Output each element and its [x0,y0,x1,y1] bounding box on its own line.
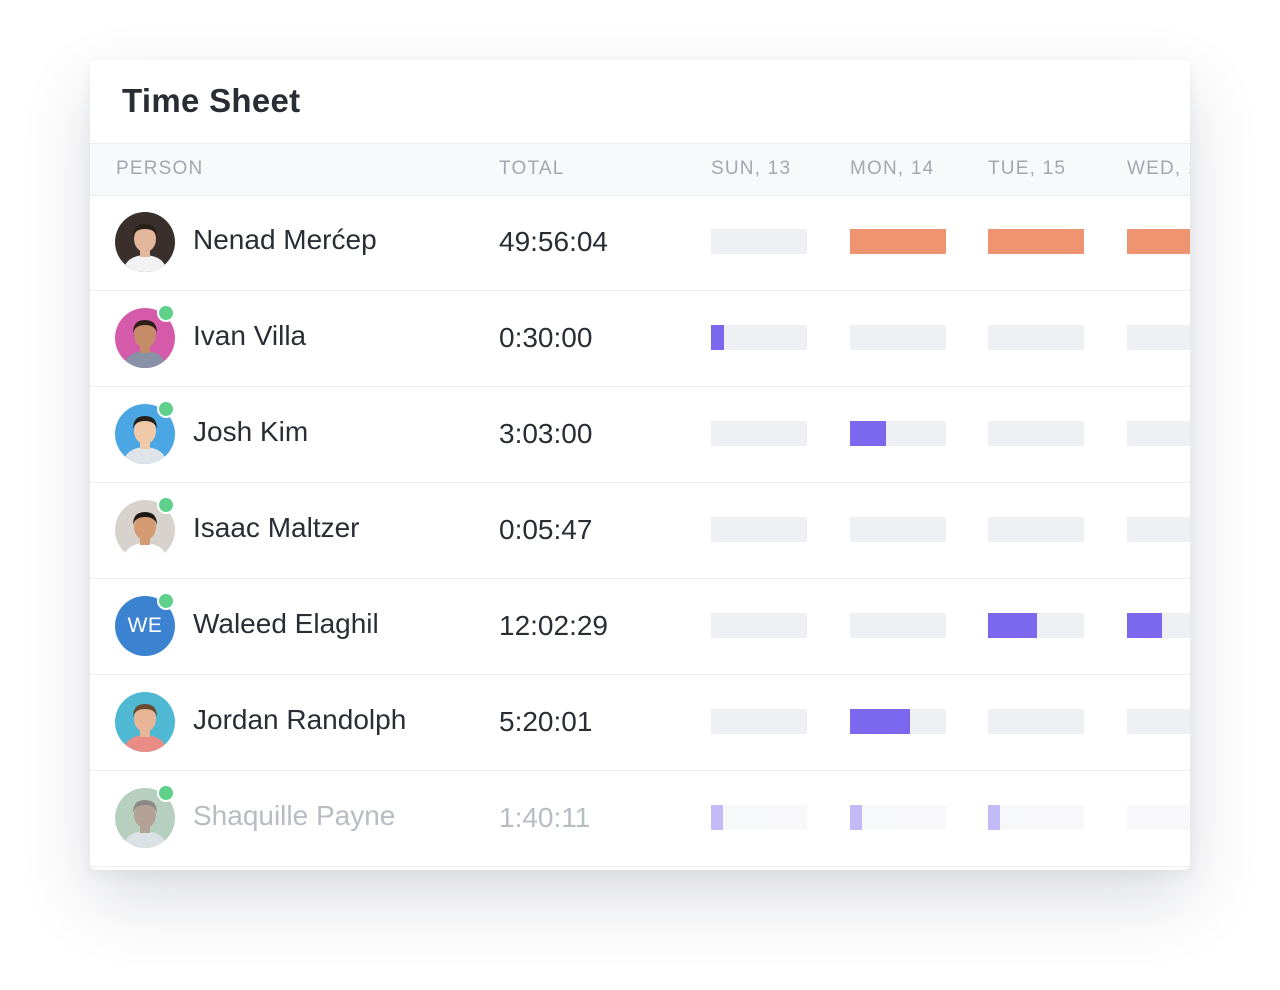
day-time-bar[interactable] [1127,709,1190,734]
day-time-bar[interactable] [850,709,946,734]
day-time-bar-fill [988,805,1001,830]
day-time-bar[interactable] [988,805,1084,830]
column-header-day[interactable]: MON, 14 [850,158,935,179]
table-row[interactable]: Shaquille Payne 1:40:11 [90,770,1190,867]
day-time-bar-fill [850,229,946,254]
day-time-bar[interactable] [988,325,1084,350]
day-time-bar-fill [1127,613,1162,638]
online-status-dot [157,496,175,514]
day-time-bar[interactable] [988,421,1084,446]
day-time-bar[interactable] [711,709,807,734]
day-time-bar[interactable] [711,613,807,638]
online-status-dot [157,304,175,322]
column-header-total[interactable]: TOTAL [499,158,565,179]
day-time-bar-fill [850,421,887,446]
person-name[interactable]: Waleed Elaghil [193,608,379,639]
table-row[interactable]: Isaac Maltzer 0:05:47 [90,482,1190,579]
person-name[interactable]: Ivan Villa [193,320,307,351]
day-time-bar[interactable] [850,613,946,638]
day-time-bar-fill [850,709,910,734]
day-time-bar[interactable] [988,613,1084,638]
total-time: 0:30:00 [499,322,593,353]
day-time-bar[interactable] [850,421,946,446]
online-status-dot [157,400,175,418]
day-time-bar[interactable] [1127,517,1190,542]
table-row[interactable]: WE Waleed Elaghil 12:02:29 [90,578,1190,675]
day-time-bar[interactable] [850,805,946,830]
day-time-bar-fill [711,325,725,350]
online-status-dot [157,784,175,802]
column-header-day[interactable]: SUN, 13 [711,158,792,179]
day-time-bar[interactable] [1127,421,1190,446]
day-time-bar[interactable] [711,805,807,830]
avatar[interactable] [115,212,175,272]
person-name[interactable]: Nenad Merćep [193,224,377,255]
time-sheet-card: Time Sheet PERSON TOTAL SUN, 13 MON, 14 … [90,60,1190,870]
day-time-bar[interactable] [988,517,1084,542]
column-header-person[interactable]: PERSON [116,158,204,179]
day-time-bar[interactable] [850,325,946,350]
avatar-initials: WE [127,614,163,637]
day-time-bar[interactable] [850,517,946,542]
day-time-bar-fill [850,805,863,830]
day-time-bar-fill [711,805,724,830]
total-time: 3:03:00 [499,418,593,449]
avatar[interactable] [115,692,175,752]
total-time: 1:40:11 [499,802,591,833]
person-name[interactable]: Shaquille Payne [193,800,396,831]
day-time-bar[interactable] [711,229,807,254]
page-title: Time Sheet [122,82,301,119]
person-name[interactable]: Isaac Maltzer [193,512,360,543]
day-time-bar[interactable] [988,229,1084,254]
day-time-bar[interactable] [711,325,807,350]
table-row[interactable]: Ivan Villa 0:30:00 [90,290,1190,387]
day-time-bar-fill [1127,229,1190,254]
day-time-bar[interactable] [988,709,1084,734]
online-status-dot [157,592,175,610]
avatar[interactable]: WE [115,596,175,656]
table-row[interactable]: Josh Kim 3:03:00 [90,386,1190,483]
day-time-bar-fill [988,613,1037,638]
total-time: 0:05:47 [499,514,593,545]
day-time-bar[interactable] [850,229,946,254]
person-name[interactable]: Josh Kim [193,416,309,447]
column-header-day[interactable]: WED, 16 [1127,158,1190,179]
day-time-bar[interactable] [1127,805,1190,830]
day-time-bar[interactable] [711,517,807,542]
day-time-bar-fill [988,229,1084,254]
day-time-bar[interactable] [1127,229,1190,254]
day-time-bar[interactable] [1127,325,1190,350]
person-name[interactable]: Jordan Randolph [193,704,407,735]
table-header: PERSON TOTAL SUN, 13 MON, 14 TUE, 15 WED… [90,143,1190,196]
total-time: 12:02:29 [499,610,608,641]
table-row[interactable]: Nenad Merćep 49:56:04 [90,194,1190,291]
avatar[interactable] [115,404,175,464]
day-time-bar[interactable] [711,421,807,446]
day-time-bar[interactable] [1127,613,1190,638]
total-time: 49:56:04 [499,226,608,257]
column-header-day[interactable]: TUE, 15 [988,158,1067,179]
table-row[interactable]: Jordan Randolph 5:20:01 [90,674,1190,771]
total-time: 5:20:01 [499,706,593,737]
avatar[interactable] [115,788,175,848]
